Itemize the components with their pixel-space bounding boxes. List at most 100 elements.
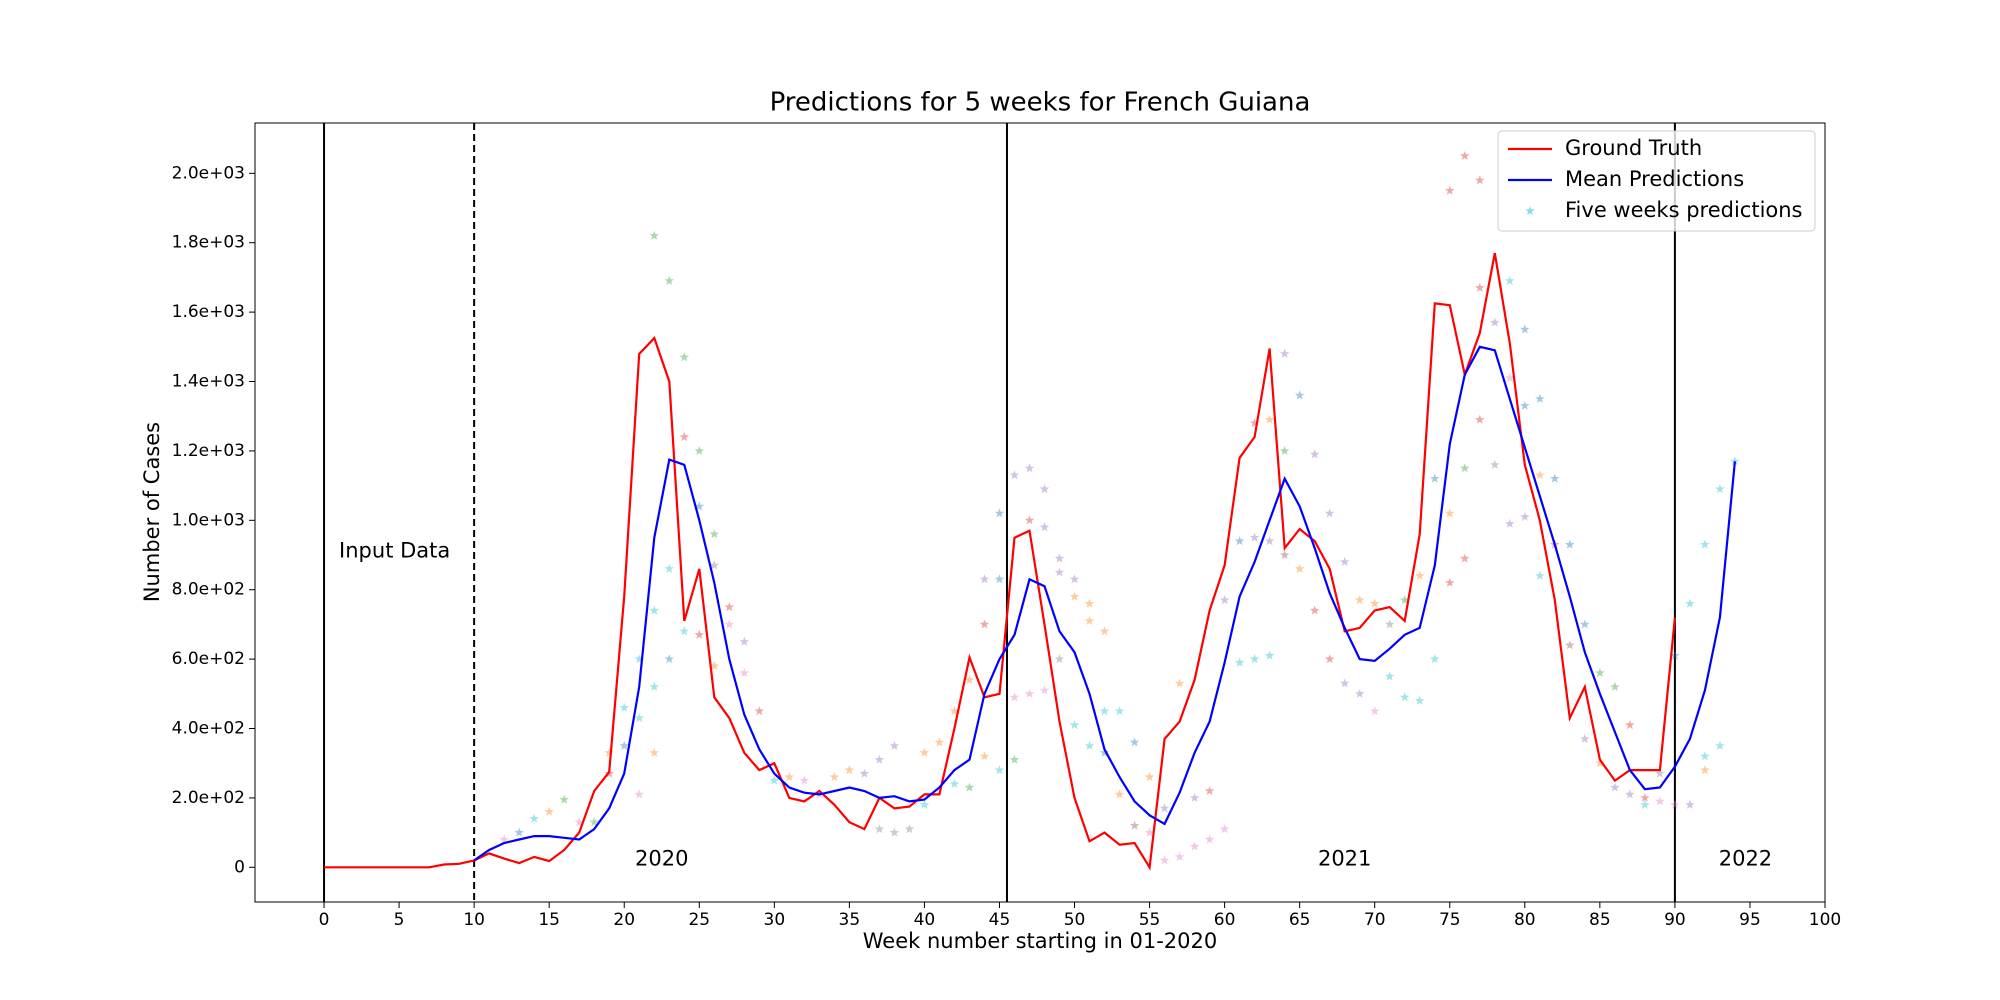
prediction-star bbox=[604, 747, 614, 757]
prediction-star bbox=[994, 574, 1005, 584]
prediction-star bbox=[1490, 317, 1500, 327]
plot-frame bbox=[254, 122, 1826, 903]
prediction-star bbox=[649, 230, 659, 240]
prediction-star bbox=[844, 765, 855, 775]
y-tick-label: 2.0e+02 bbox=[172, 788, 245, 808]
prediction-star bbox=[709, 560, 719, 570]
prediction-star bbox=[1535, 470, 1545, 480]
prediction-star bbox=[1144, 827, 1155, 837]
y-tick-label: 1.4e+03 bbox=[172, 372, 245, 392]
prediction-star bbox=[1625, 720, 1635, 730]
series-line bbox=[473, 345, 1736, 862]
prediction-star bbox=[1189, 792, 1200, 802]
prediction-star bbox=[1249, 654, 1260, 664]
prediction-star bbox=[649, 747, 659, 757]
prediction-star bbox=[1475, 414, 1485, 424]
x-tick-label: 30 bbox=[764, 910, 786, 930]
legend-swatch bbox=[1525, 206, 1535, 215]
x-tick-label: 40 bbox=[914, 910, 936, 930]
prediction-star bbox=[649, 681, 659, 691]
prediction-star bbox=[1144, 772, 1155, 782]
prediction-star bbox=[1294, 563, 1305, 573]
prediction-star bbox=[679, 626, 689, 636]
prediction-star bbox=[1700, 751, 1710, 761]
prediction-star bbox=[1264, 536, 1275, 546]
prediction-star bbox=[1655, 768, 1665, 778]
prediction-star bbox=[664, 563, 674, 573]
prediction-star bbox=[664, 275, 674, 285]
x-tick-label: 55 bbox=[1139, 910, 1161, 930]
prediction-star bbox=[1324, 654, 1335, 664]
x-tick-label: 45 bbox=[989, 910, 1011, 930]
prediction-star bbox=[1039, 685, 1050, 695]
prediction-star bbox=[1505, 518, 1515, 528]
prediction-star bbox=[1069, 574, 1080, 584]
prediction-star bbox=[1249, 418, 1260, 428]
chart-title: Predictions for 5 weeks for French Guian… bbox=[770, 88, 1311, 118]
prediction-star bbox=[1715, 484, 1725, 494]
prediction-star bbox=[1565, 539, 1575, 549]
prediction-star bbox=[919, 747, 930, 757]
y-tick-label: 2.0e+03 bbox=[172, 163, 245, 183]
prediction-star bbox=[1009, 692, 1020, 702]
prediction-star bbox=[1400, 692, 1410, 702]
prediction-star bbox=[1054, 553, 1065, 563]
prediction-star bbox=[1385, 671, 1395, 681]
prediction-star bbox=[1009, 754, 1020, 764]
prediction-star bbox=[1475, 175, 1485, 185]
prediction-star bbox=[724, 619, 735, 629]
prediction-star bbox=[1024, 688, 1035, 698]
prediction-star bbox=[544, 806, 554, 816]
x-tick-label: 80 bbox=[1514, 910, 1536, 930]
prediction-star bbox=[1505, 373, 1515, 383]
prediction-star bbox=[1084, 615, 1095, 625]
prediction-star bbox=[1505, 275, 1515, 285]
prediction-star bbox=[619, 702, 629, 712]
prediction-star bbox=[1430, 654, 1440, 664]
prediction-star bbox=[1009, 470, 1020, 480]
prediction-star bbox=[1670, 650, 1680, 660]
prediction-star bbox=[1129, 820, 1140, 830]
prediction-star bbox=[859, 768, 870, 778]
prediction-star bbox=[1279, 550, 1290, 560]
prediction-star bbox=[1565, 640, 1575, 650]
prediction-star bbox=[664, 654, 674, 664]
prediction-star bbox=[1114, 706, 1125, 716]
prediction-star bbox=[634, 654, 644, 664]
prediction-star bbox=[1159, 803, 1170, 813]
prediction-star bbox=[1700, 765, 1710, 775]
prediction-star bbox=[739, 636, 750, 646]
prediction-star bbox=[1099, 747, 1110, 757]
prediction-star bbox=[979, 751, 990, 761]
prediction-star bbox=[1249, 532, 1260, 542]
prediction-star bbox=[889, 740, 900, 750]
y-tick-label: 1.6e+03 bbox=[172, 302, 245, 322]
prediction-star bbox=[934, 737, 945, 747]
prediction-star bbox=[1535, 393, 1545, 403]
prediction-star bbox=[1189, 841, 1200, 851]
prediction-star bbox=[1354, 688, 1365, 698]
y-tick-label: 1.8e+03 bbox=[172, 233, 245, 253]
prediction-star bbox=[1309, 605, 1320, 615]
annotation: Input Data bbox=[339, 539, 450, 563]
x-axis-label: Week number starting in 01-2020 bbox=[863, 929, 1217, 953]
legend-box bbox=[1497, 130, 1816, 232]
prediction-star bbox=[1234, 657, 1245, 667]
prediction-star bbox=[1625, 789, 1635, 799]
prediction-star bbox=[1685, 799, 1695, 809]
prediction-star bbox=[694, 445, 704, 455]
prediction-star bbox=[1520, 400, 1530, 410]
prediction-star bbox=[1024, 463, 1035, 473]
prediction-star bbox=[634, 789, 644, 799]
prediction-star bbox=[694, 501, 704, 511]
prediction-star bbox=[1460, 151, 1470, 160]
prediction-star bbox=[904, 824, 915, 834]
x-tick-label: 15 bbox=[538, 910, 560, 930]
prediction-star bbox=[1294, 390, 1305, 400]
prediction-star bbox=[1264, 650, 1275, 660]
y-tick-label: 1.0e+03 bbox=[172, 510, 245, 530]
prediction-star bbox=[1219, 595, 1230, 605]
y-tick-label: 6.0e+02 bbox=[172, 649, 245, 669]
x-tick-label: 5 bbox=[394, 910, 405, 930]
x-tick-label: 85 bbox=[1589, 910, 1611, 930]
